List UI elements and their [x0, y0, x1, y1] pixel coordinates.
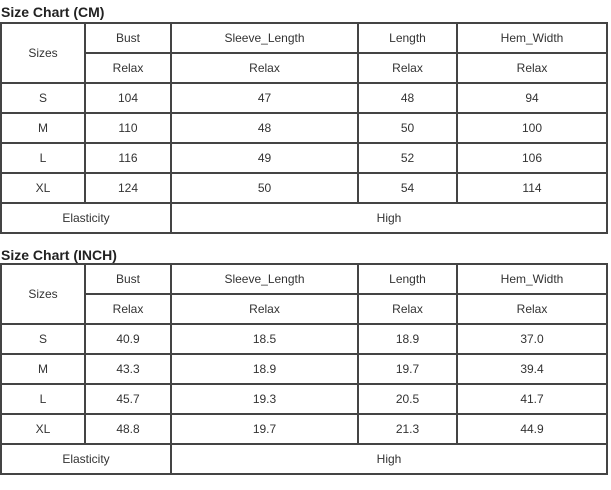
measurement-cell: 47 [170, 82, 359, 114]
measurement-cell: 43.3 [84, 353, 172, 385]
measurement-cell: 19.7 [170, 413, 359, 445]
measurement-cell: 94 [456, 82, 608, 114]
measurement-cell: 44.9 [456, 413, 608, 445]
fit-cell: Relax [170, 52, 359, 84]
measurement-cell: 37.0 [456, 323, 608, 355]
size-cell: XL [0, 413, 86, 445]
measurement-cell: 18.9 [170, 353, 359, 385]
measurement-cell: 48.8 [84, 413, 172, 445]
table-row: S 40.9 18.5 18.9 37.0 [0, 323, 608, 355]
size-chart-table: Sizes Bust Sleeve_Length Length Hem_Width Rel… [0, 263, 608, 475]
fit-row: Relax Relax Relax Relax [1, 293, 608, 325]
header-row: Sizes Bust Sleeve_Length Length Hem_Width [0, 263, 608, 325]
header-row: Sizes Bust Sleeve_Length Length Hem_Width [0, 22, 608, 84]
measurement-cell: 54 [357, 172, 458, 204]
fit-cell: Relax [456, 293, 608, 325]
sizes-header: Sizes [0, 263, 86, 325]
fit-cell: Relax [357, 52, 458, 84]
table-row: L 116 49 52 106 [0, 142, 608, 174]
measurement-cell: 39.4 [456, 353, 608, 385]
table-row: L 45.7 19.3 20.5 41.7 [0, 383, 608, 415]
elasticity-label: Elasticity [0, 202, 172, 234]
measurement-cell: 50 [170, 172, 359, 204]
fit-cell: Relax [456, 52, 608, 84]
size-chart-title: Size Chart (CM) [1, 4, 105, 20]
column-header: Sleeve_Length [170, 22, 359, 54]
size-cell: L [0, 142, 86, 174]
size-cell: L [0, 383, 86, 415]
table-row: M 110 48 50 100 [0, 112, 608, 144]
size-chart-title: Size Chart (INCH) [1, 247, 117, 263]
elasticity-row: Elasticity High [0, 202, 608, 234]
table-row: XL 48.8 19.7 21.3 44.9 [0, 413, 608, 445]
elasticity-value: High [170, 443, 608, 475]
fit-cell: Relax [84, 52, 172, 84]
measurement-cell: 20.5 [357, 383, 458, 415]
measurement-cell: 50 [357, 112, 458, 144]
fit-cell: Relax [84, 293, 172, 325]
sizes-header: Sizes [0, 22, 86, 84]
table-row: S 104 47 48 94 [0, 82, 608, 114]
measurement-cell: 114 [456, 172, 608, 204]
fit-row: Relax Relax Relax Relax [1, 52, 608, 84]
measurement-cell: 104 [84, 82, 172, 114]
measurement-cell: 45.7 [84, 383, 172, 415]
measurement-cell: 21.3 [357, 413, 458, 445]
column-header: Length [357, 263, 458, 295]
measurement-cell: 18.9 [357, 323, 458, 355]
measurement-cell: 48 [357, 82, 458, 114]
measurement-cell: 116 [84, 142, 172, 174]
column-header: Hem_Width [456, 263, 608, 295]
fit-cell: Relax [357, 293, 458, 325]
size-cell: S [0, 323, 86, 355]
size-cell: M [0, 353, 86, 385]
size-cell: XL [0, 172, 86, 204]
size-cell: M [0, 112, 86, 144]
column-header: Hem_Width [456, 22, 608, 54]
size-chart-table: Sizes Bust Sleeve_Length Length Hem_Width Rel… [0, 22, 608, 234]
measurement-cell: 49 [170, 142, 359, 174]
measurement-cell: 19.7 [357, 353, 458, 385]
elasticity-row: Elasticity High [0, 443, 608, 475]
table-row: XL 124 50 54 114 [0, 172, 608, 204]
column-header: Bust [84, 263, 172, 295]
measurement-cell: 106 [456, 142, 608, 174]
measurement-cell: 124 [84, 172, 172, 204]
measurement-cell: 110 [84, 112, 172, 144]
measurement-cell: 40.9 [84, 323, 172, 355]
measurement-cell: 19.3 [170, 383, 359, 415]
measurement-cell: 48 [170, 112, 359, 144]
elasticity-value: High [170, 202, 608, 234]
table-row: M 43.3 18.9 19.7 39.4 [0, 353, 608, 385]
column-header: Bust [84, 22, 172, 54]
column-header: Sleeve_Length [170, 263, 359, 295]
size-cell: S [0, 82, 86, 114]
column-header: Length [357, 22, 458, 54]
elasticity-label: Elasticity [0, 443, 172, 475]
fit-cell: Relax [170, 293, 359, 325]
measurement-cell: 18.5 [170, 323, 359, 355]
measurement-cell: 52 [357, 142, 458, 174]
measurement-cell: 100 [456, 112, 608, 144]
measurement-cell: 41.7 [456, 383, 608, 415]
